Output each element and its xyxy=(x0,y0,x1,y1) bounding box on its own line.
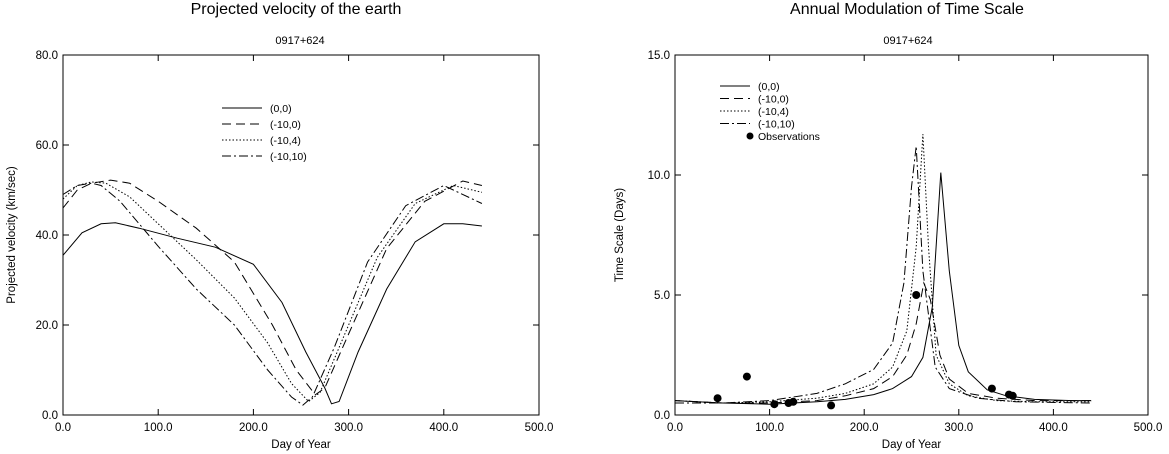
series-line-2 xyxy=(674,281,1092,404)
observation-point xyxy=(770,400,779,409)
series-line-3 xyxy=(674,134,1092,404)
chart-title: Annual Modulation of Time Scale xyxy=(790,1,1024,18)
chart-panel-1: Projected velocity of the earth 0917+624 0… xyxy=(6,1,553,451)
y-tick-label: 15.0 xyxy=(648,50,670,62)
observation-point xyxy=(987,384,996,393)
y-tick-label: 0.0 xyxy=(654,410,670,422)
observation-point xyxy=(789,397,798,406)
x-tick-label: 500.0 xyxy=(1134,422,1163,434)
y-axis-label: Projected velocity (km/sec) xyxy=(6,166,18,304)
legend: (0,0) (-10,0) (-10,4) (-10,10) xyxy=(222,103,307,163)
series-line-1 xyxy=(674,172,1092,405)
x-tick-label: 0.0 xyxy=(55,422,71,434)
x-tick-label: 400.0 xyxy=(1039,422,1068,434)
x-tick-label: 500.0 xyxy=(525,422,554,434)
chart-subtitle: 0917+624 xyxy=(883,35,932,47)
chart-panel-2: Annual Modulation of Time Scale 0917+624 0… xyxy=(614,1,1162,451)
y-tick-label: 10.0 xyxy=(648,170,670,182)
y-tick-label: 80.0 xyxy=(36,50,58,62)
observation-point xyxy=(912,291,921,299)
x-tick-label: 0.0 xyxy=(667,422,683,434)
chart-title: Projected velocity of the earth xyxy=(191,1,402,18)
legend-entry-1: (0,0) xyxy=(758,81,780,93)
series-line-3 xyxy=(62,181,483,403)
x-axis-label: Day of Year xyxy=(271,439,331,451)
plot-frame xyxy=(674,54,1149,416)
legend-swatch-observations xyxy=(746,132,754,140)
x-tick-label: 200.0 xyxy=(239,422,268,434)
y-tick-label: 5.0 xyxy=(654,290,670,302)
plot-frame xyxy=(62,54,540,416)
x-tick-label: 100.0 xyxy=(144,422,173,434)
series-line-2 xyxy=(62,179,483,396)
observation-point xyxy=(827,401,836,410)
x-axis-label: Day of Year xyxy=(882,439,942,451)
legend-entry-2: (-10,0) xyxy=(758,94,789,106)
legend-entry-observations: Observations xyxy=(758,131,820,143)
legend-entry-4: (-10,10) xyxy=(270,151,307,163)
chart-subtitle: 0917+624 xyxy=(275,35,324,47)
legend-entry-1: (0,0) xyxy=(270,103,292,115)
x-tick-label: 300.0 xyxy=(944,422,973,434)
y-tick-label: 40.0 xyxy=(36,230,58,242)
series-line-4 xyxy=(675,146,1092,404)
legend-entry-4: (-10,10) xyxy=(758,119,795,131)
legend-entry-3: (-10,4) xyxy=(758,106,789,118)
x-tick-label: 100.0 xyxy=(755,422,784,434)
y-axis-label: Time Scale (Days) xyxy=(614,188,626,282)
series-line-4 xyxy=(62,182,483,406)
x-tick-label: 200.0 xyxy=(850,422,879,434)
y-tick-label: 60.0 xyxy=(36,140,58,152)
observation-point xyxy=(1008,391,1017,400)
observation-point xyxy=(713,394,722,403)
x-tick-label: 300.0 xyxy=(334,422,363,434)
observation-point xyxy=(742,372,751,381)
y-tick-label: 20.0 xyxy=(36,320,58,332)
y-tick-label: 0.0 xyxy=(42,410,58,422)
legend-entry-3: (-10,4) xyxy=(270,135,301,147)
legend-entry-2: (-10,0) xyxy=(270,119,301,131)
legend: (0,0)(-10,0)(-10,4)(-10,10)Observations xyxy=(720,81,820,143)
series-line-1 xyxy=(62,222,482,405)
x-tick-label: 400.0 xyxy=(429,422,458,434)
